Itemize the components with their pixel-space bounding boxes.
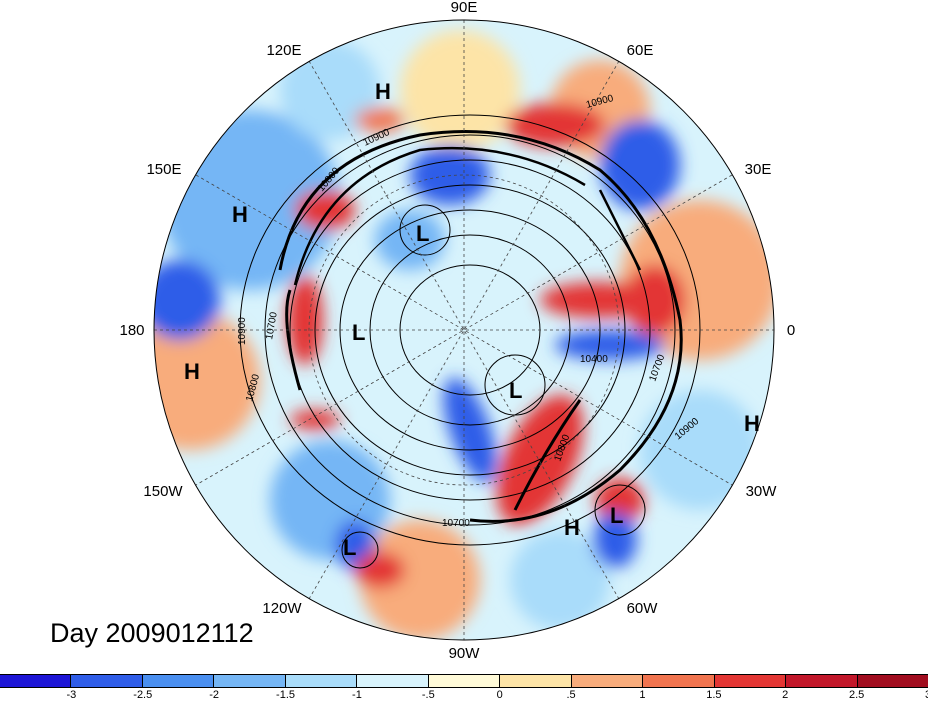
colorbar-swatch bbox=[571, 675, 644, 687]
colorbar-tick-labels: -3 -2.5 -2 -1.5 -1 -.5 0 .5 1 1.5 2 2.5 3 bbox=[0, 688, 928, 702]
pressure-center-low: L bbox=[416, 221, 429, 246]
pressure-center-high: H bbox=[232, 202, 248, 227]
pressure-center-low: L bbox=[352, 320, 365, 345]
lon-label-120w: 120W bbox=[262, 600, 302, 617]
pressure-center-low: L bbox=[509, 378, 522, 403]
contour-label: 10700 bbox=[264, 311, 280, 341]
colorbar-tick-label: 2.5 bbox=[848, 689, 865, 701]
colorbar-swatch bbox=[71, 675, 143, 687]
contour-label: 10400 bbox=[580, 354, 608, 365]
colorbar-swatch bbox=[285, 675, 358, 687]
colorbar-swatch bbox=[857, 675, 928, 687]
colorbar-swatch bbox=[786, 675, 858, 687]
pressure-center-low: L bbox=[610, 503, 623, 528]
lon-label-180: 180 bbox=[119, 322, 144, 339]
colorbar-tick-label: 1 bbox=[639, 689, 646, 701]
pressure-center-high: H bbox=[564, 515, 580, 540]
lon-label-60e: 60E bbox=[627, 42, 654, 59]
colorbar-tick-label: -.5 bbox=[421, 689, 435, 701]
lon-label-150w: 150W bbox=[143, 483, 183, 500]
colorbar-tick-label: -3 bbox=[66, 689, 77, 701]
lon-label-30e: 30E bbox=[745, 161, 772, 178]
lon-label-30w: 30W bbox=[746, 483, 778, 500]
colorbar-swatch bbox=[500, 675, 572, 687]
colorbar-swatch bbox=[714, 675, 787, 687]
map-boundary bbox=[153, 19, 775, 641]
lon-label-90w: 90W bbox=[449, 645, 481, 662]
colorbar-swatch bbox=[428, 675, 501, 687]
pressure-center-low: L bbox=[343, 535, 356, 560]
colorbar-tick-label: .5 bbox=[566, 689, 576, 701]
colorbar-tick-label: -1.5 bbox=[276, 689, 296, 701]
contour-label: 10900 bbox=[237, 317, 248, 345]
pressure-center-high: H bbox=[184, 359, 200, 384]
lon-label-150e: 150E bbox=[146, 161, 181, 178]
pressure-center-high: H bbox=[744, 411, 760, 436]
colorbar-tick-label: -1 bbox=[352, 689, 362, 701]
colorbar: -3 -2.5 -2 -1.5 -1 -.5 0 .5 1 1.5 2 2.5 3 bbox=[0, 674, 928, 702]
contour-label: 10700 bbox=[442, 518, 470, 529]
colorbar-tick-label: -2 bbox=[209, 689, 220, 701]
colorbar-tick-label: 0 bbox=[496, 689, 503, 701]
lon-label-0: 0 bbox=[787, 322, 795, 339]
lon-label-60w: 60W bbox=[627, 600, 659, 617]
lon-label-120e: 120E bbox=[266, 42, 301, 59]
pressure-centers: H H L L H L L H H L bbox=[184, 79, 760, 560]
longitude-labels: 90E 60E 30E 0 30W 60W 90W 120W 150W 180 … bbox=[119, 0, 795, 662]
colorbar-swatch bbox=[643, 675, 715, 687]
colorbar-tick-label: 3 bbox=[925, 689, 928, 701]
graticule bbox=[154, 20, 774, 640]
pressure-center-high: H bbox=[375, 79, 391, 104]
colorbar-swatch bbox=[357, 675, 429, 687]
colorbar-tick-label: 1.5 bbox=[706, 689, 722, 701]
colorbar-swatches bbox=[0, 674, 928, 688]
colorbar-tick-label: -2.5 bbox=[133, 689, 153, 701]
colorbar-tick-label: 2 bbox=[782, 689, 789, 701]
lon-label-90e: 90E bbox=[451, 0, 478, 16]
colorbar-swatch bbox=[214, 675, 286, 687]
colorbar-swatch bbox=[142, 675, 215, 687]
colorbar-swatch bbox=[0, 675, 72, 687]
polar-stereographic-map: 90E 60E 30E 0 30W 60W 90W 120W 150W 180 … bbox=[119, 0, 795, 662]
map-title: Day 2009012112 bbox=[50, 618, 254, 648]
